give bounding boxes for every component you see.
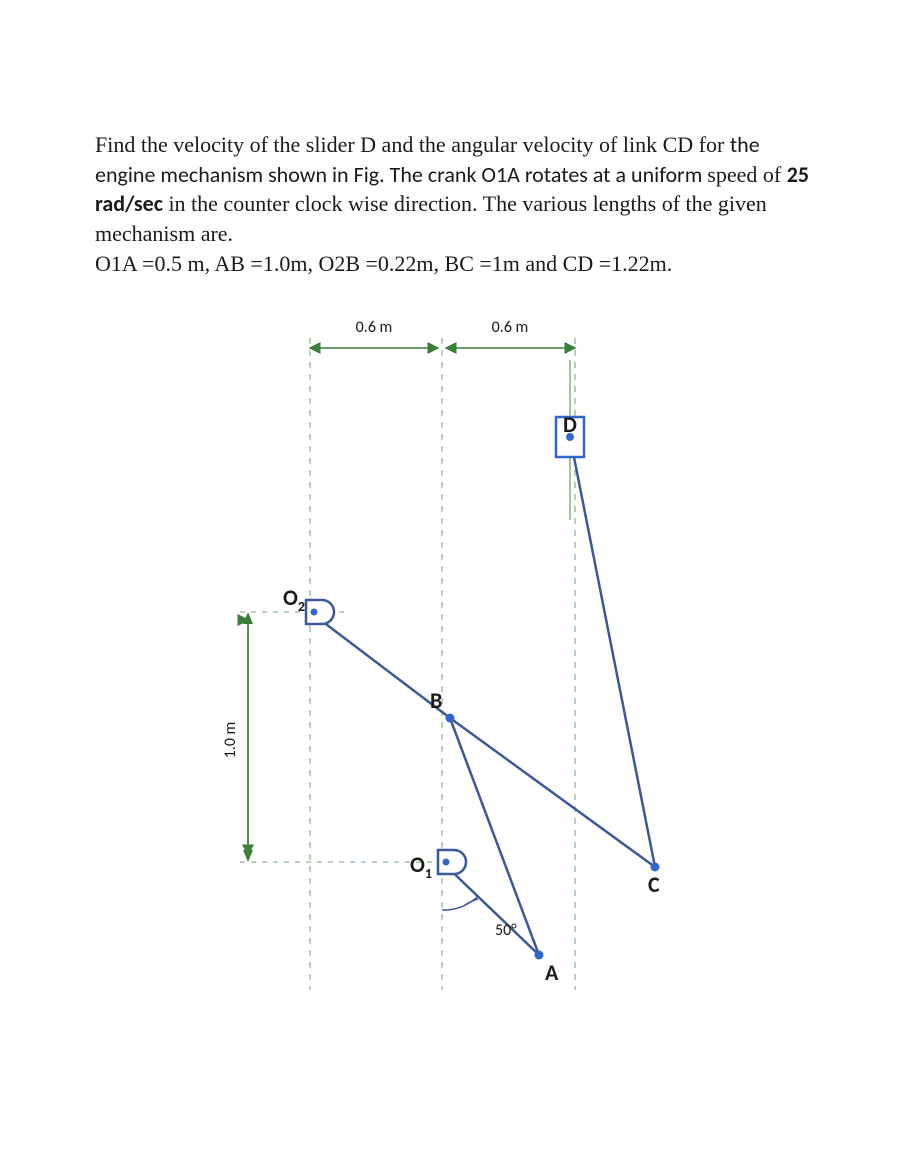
pivot-O1 [438,850,466,874]
dim-label: 1.0 m [221,722,240,759]
label-A: A [545,959,559,986]
mechanism-diagram: 0.6 m 0.6 m 1.0 m 50° O2 [0,0,912,1173]
angle-label: 50° [495,921,517,940]
dim-label: 0.6 m [492,318,529,337]
node-B [446,714,455,723]
link-O2B [310,612,450,718]
link-CD [570,437,655,867]
label-B: B [430,687,442,714]
label-C: C [648,871,660,898]
page: Find the velocity of the slider D and th… [0,0,912,1173]
link-BC [450,718,655,867]
pivot-O2 [306,600,334,624]
node-A [535,951,544,960]
link-AB [450,718,539,955]
label-O1: O1 [410,851,432,882]
dim-label: 0.6 m [356,318,393,337]
label-O2: O2 [283,584,305,615]
label-D: D [563,411,577,438]
angle-arc [442,896,478,910]
